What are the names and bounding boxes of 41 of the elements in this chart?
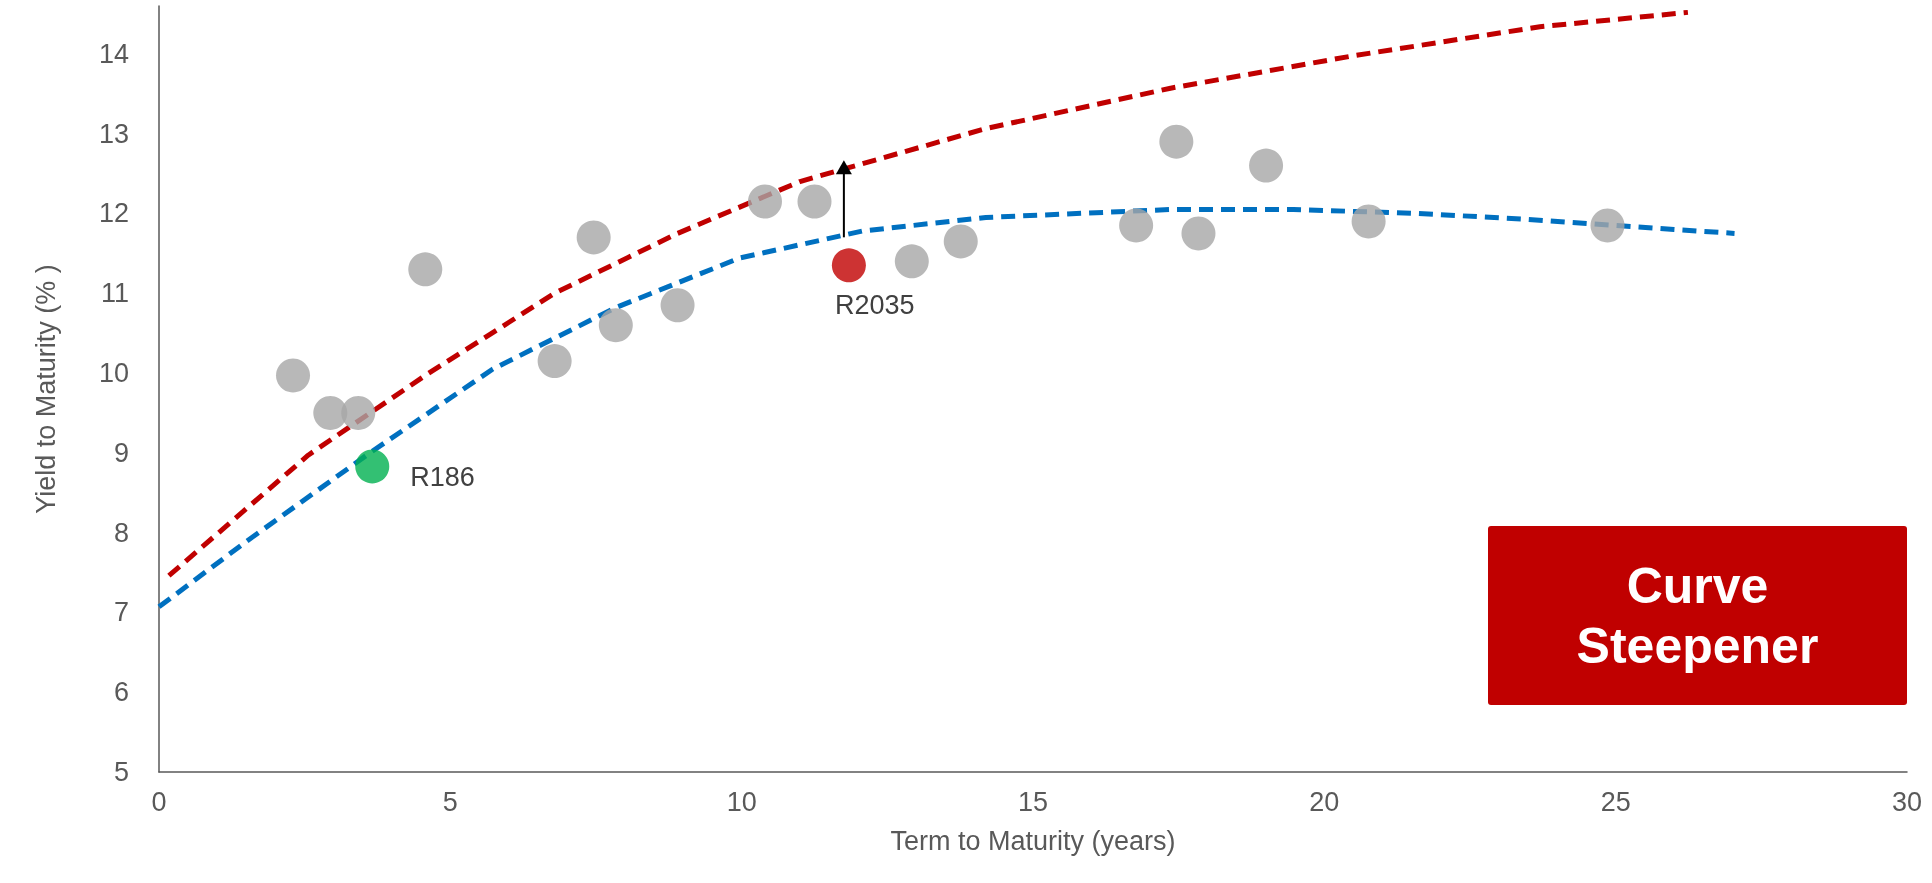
point xyxy=(598,308,633,343)
note-box: Curve Steepener xyxy=(1488,526,1907,705)
y-tick-label: 12 xyxy=(98,198,129,229)
y-tick-label: 6 xyxy=(113,677,129,708)
x-tick-label: 30 xyxy=(1891,786,1923,817)
point xyxy=(276,358,311,393)
y-tick-label: 9 xyxy=(113,437,129,468)
point xyxy=(576,220,611,255)
point xyxy=(1351,204,1386,239)
annotation: R2035 xyxy=(834,289,915,320)
x-axis-title: Term to Maturity (years) xyxy=(890,825,1176,856)
x-tick-label: 20 xyxy=(1309,786,1340,817)
point xyxy=(1249,148,1284,183)
x-tick-label: 25 xyxy=(1600,786,1631,817)
point xyxy=(660,288,695,323)
annotation: R186 xyxy=(410,461,475,492)
point xyxy=(748,184,782,219)
point xyxy=(831,248,866,283)
point xyxy=(1159,124,1194,159)
x-tick-label: 5 xyxy=(442,786,458,817)
y-tick-label: 14 xyxy=(98,38,129,69)
y-axis-title: Yield to Maturity (% ) xyxy=(30,264,61,514)
x-tick-label: 0 xyxy=(151,786,167,817)
point xyxy=(797,184,832,219)
y-tick-label: 11 xyxy=(100,278,129,309)
x-tick-label: 15 xyxy=(1017,786,1049,817)
y-tick-label: 5 xyxy=(113,757,129,787)
point xyxy=(537,344,572,379)
x-tick-label: 10 xyxy=(726,786,757,817)
y-tick-label: 8 xyxy=(113,517,129,548)
point xyxy=(408,252,443,287)
y-tick-label: 13 xyxy=(98,118,129,149)
point xyxy=(341,395,376,430)
point xyxy=(1119,208,1154,243)
point xyxy=(355,449,390,484)
point xyxy=(1590,208,1625,243)
y-tick-label: 10 xyxy=(98,358,129,389)
point xyxy=(943,224,978,259)
point xyxy=(1181,216,1216,251)
y-tick-label: 7 xyxy=(113,597,129,628)
point xyxy=(894,244,929,279)
